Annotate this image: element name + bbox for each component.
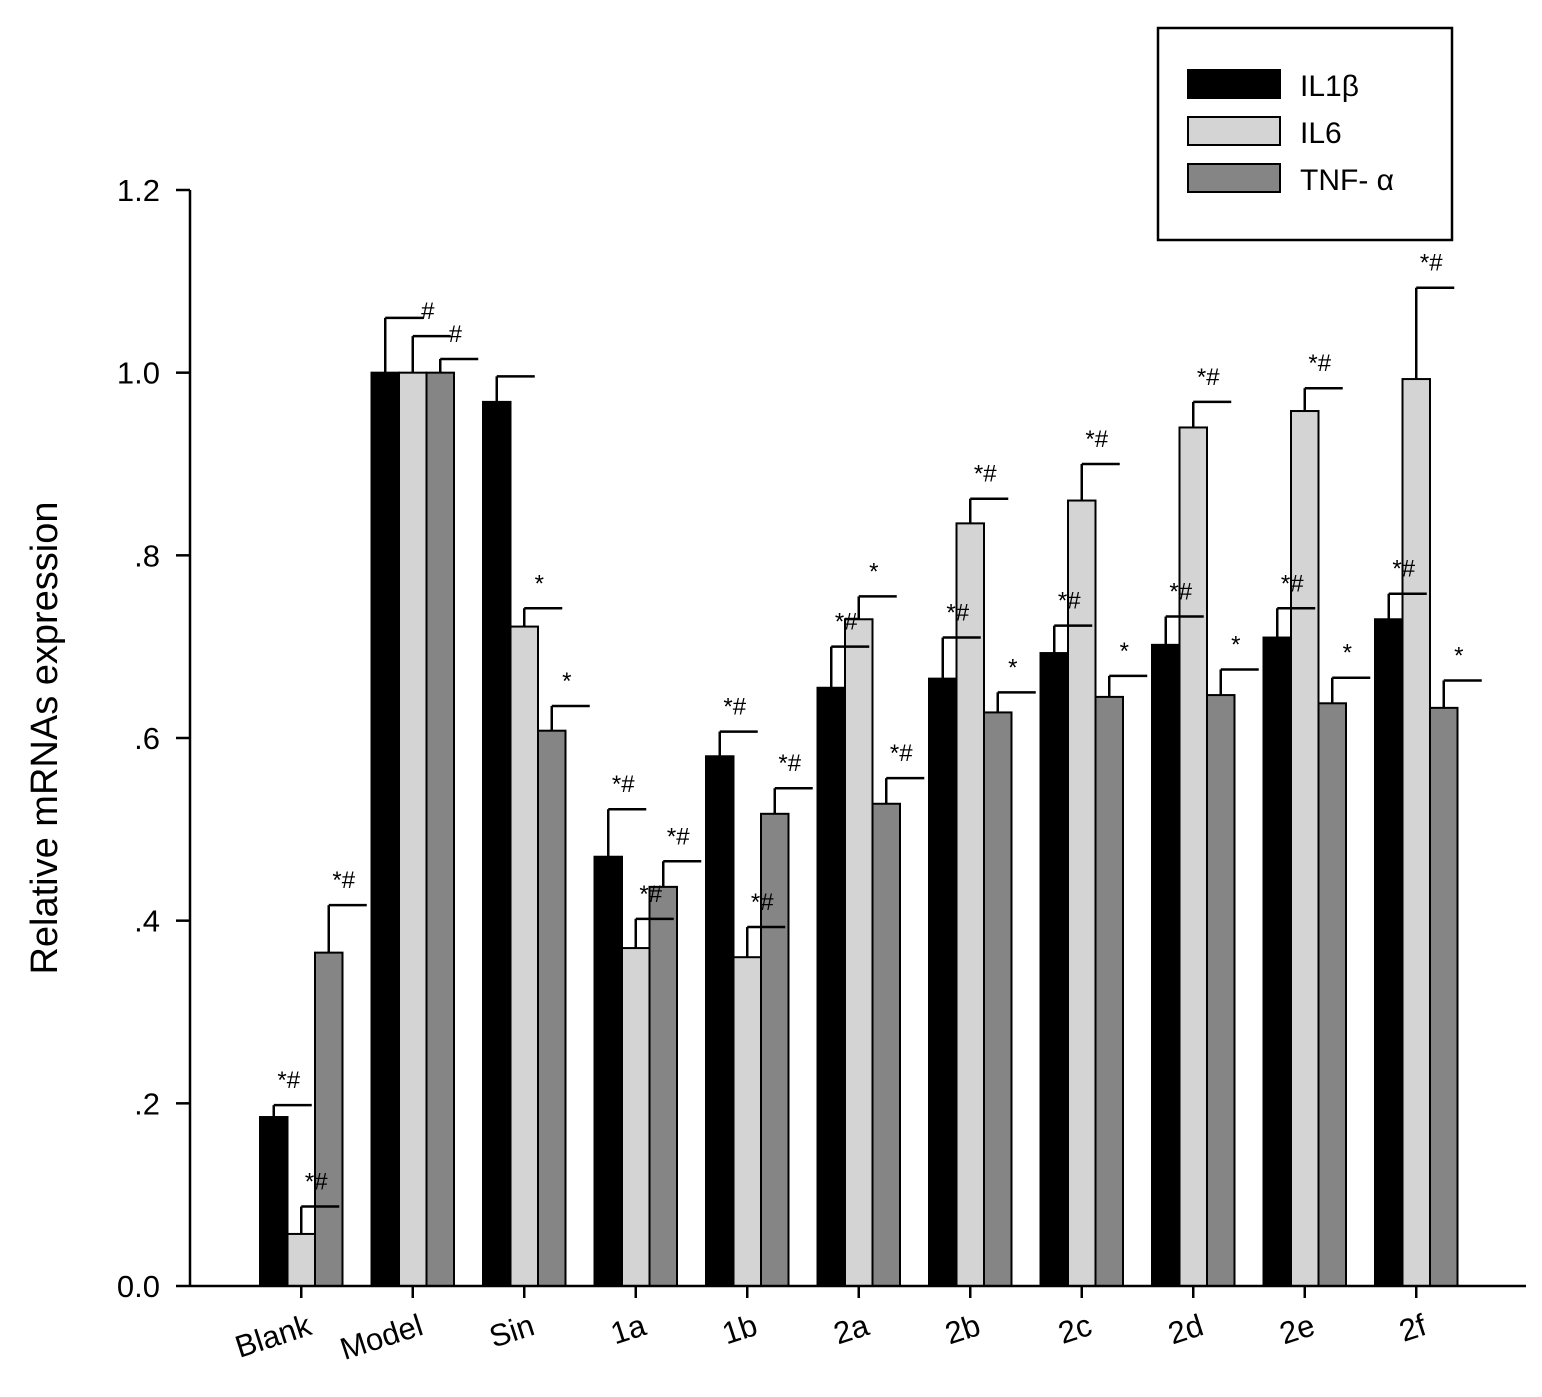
significance-layer: *# *# *# # # * * *# *# *# *# *# *# *# * *# *# *# * *# *# * *# *… — [277, 250, 1463, 1196]
bar-Model-IL1β — [370, 371, 400, 1287]
error-bars-layer — [272, 286, 1482, 1234]
significance-2d-IL1β: *# — [1169, 579, 1192, 606]
y-tick-label-0: 0.0 — [117, 1269, 160, 1304]
bar-2e-IL6 — [1290, 410, 1320, 1287]
legend-swatch-1 — [1187, 116, 1281, 146]
significance-2a-IL1β: *# — [835, 609, 858, 636]
significance-2f-IL6: *# — [1420, 250, 1443, 277]
bar-Sin-IL1β — [482, 400, 512, 1288]
significance-2b-IL1β: *# — [946, 600, 969, 627]
significance-2b-TNF- α: * — [1008, 654, 1017, 681]
significance-2b-IL6: *# — [974, 461, 997, 488]
significance-Blank-IL1β: *# — [277, 1067, 300, 1094]
x-tick-label-1b: 1b — [718, 1307, 762, 1351]
significance-Blank-TNF- α: *# — [332, 867, 355, 894]
y-tick-label-1: .2 — [134, 1086, 160, 1121]
significance-2e-IL6: *# — [1308, 350, 1331, 377]
significance-2c-IL1β: *# — [1058, 588, 1081, 615]
significance-2d-IL6: *# — [1197, 364, 1220, 391]
significance-Sin-IL6: * — [535, 570, 544, 597]
legend-label-2: TNF- α — [1300, 164, 1394, 197]
bar-2e-TNF- α — [1317, 702, 1347, 1287]
bar-2f-IL6 — [1401, 378, 1431, 1287]
x-tick-label-2e: 2e — [1275, 1307, 1319, 1351]
significance-1b-TNF- α: *# — [778, 750, 801, 777]
bar-1b-IL6 — [732, 956, 762, 1287]
y-tick-label-3: .6 — [134, 721, 160, 756]
bar-Blank-IL6 — [286, 1232, 316, 1287]
significance-Blank-IL6: *# — [305, 1169, 328, 1196]
significance-2c-IL6: *# — [1085, 426, 1108, 453]
significance-1b-IL1β: *# — [723, 694, 746, 721]
bar-1a-IL6 — [621, 947, 651, 1287]
x-tick-label-2b: 2b — [941, 1307, 985, 1351]
legend-swatch-2 — [1187, 163, 1281, 193]
bar-2c-TNF- α — [1094, 695, 1124, 1287]
bars-layer — [259, 371, 1459, 1288]
significance-1a-IL6: *# — [639, 881, 662, 908]
bar-Sin-IL6 — [509, 625, 539, 1287]
bar-Sin-TNF- α — [537, 729, 567, 1287]
bar-2b-TNF- α — [983, 711, 1013, 1287]
bar-2e-IL1β — [1262, 636, 1292, 1287]
bar-2a-IL6 — [844, 618, 874, 1287]
y-tick-label-2: .4 — [134, 904, 160, 939]
bar-2d-TNF- α — [1206, 694, 1236, 1287]
bar-2a-IL1β — [816, 686, 846, 1287]
x-tick-label-2f: 2f — [1395, 1307, 1431, 1348]
significance-1a-IL1β: *# — [612, 771, 635, 798]
x-tick-label-Blank: Blank — [231, 1307, 316, 1364]
bar-2a-TNF- α — [871, 802, 901, 1287]
y-axis-title: Relative mRNAs expression — [24, 501, 66, 974]
y-tick-label-5: 1.0 — [117, 356, 160, 391]
x-tick-label-1a: 1a — [606, 1307, 650, 1351]
significance-Sin-TNF- α: * — [562, 668, 571, 695]
significance-2d-TNF- α: * — [1231, 632, 1240, 659]
bar-2d-IL1β — [1151, 643, 1181, 1287]
y-tick-label-4: .8 — [134, 538, 160, 573]
significance-2f-TNF- α: * — [1454, 642, 1463, 669]
significance-2c-TNF- α: * — [1120, 638, 1129, 665]
significance-1b-IL6: *# — [751, 889, 774, 916]
bar-1b-IL1β — [705, 755, 735, 1287]
bar-Model-TNF- α — [425, 371, 455, 1287]
x-tick-label-Sin: Sin — [485, 1307, 538, 1354]
significance-Model-TNF- α: # — [449, 321, 463, 348]
bar-1b-TNF- α — [760, 812, 790, 1287]
legend-label-1: IL6 — [1300, 117, 1342, 150]
significance-Model-IL6: # — [421, 298, 435, 325]
significance-2e-TNF- α: * — [1343, 640, 1352, 667]
x-tick-label-2a: 2a — [829, 1307, 873, 1351]
bar-2b-IL6 — [955, 522, 985, 1287]
y-tick-label-6: 1.2 — [117, 173, 160, 208]
bar-Blank-TNF- α — [314, 951, 344, 1288]
significance-2a-IL6: * — [869, 558, 878, 585]
x-tick-label-2d: 2d — [1164, 1307, 1208, 1351]
x-ticks-layer: Blank Model Sin 1a 1b 2a 2b 2c 2d 2e 2f — [231, 1286, 1431, 1367]
bar-2c-IL6 — [1067, 499, 1097, 1287]
significance-2a-TNF- α: *# — [890, 740, 913, 767]
bar-2f-TNF- α — [1429, 706, 1459, 1287]
bar-2b-IL1β — [928, 677, 958, 1287]
bar-2f-IL1β — [1374, 618, 1404, 1287]
bar-1a-IL1β — [593, 855, 623, 1287]
bar-2d-IL6 — [1178, 426, 1208, 1287]
x-tick-label-2c: 2c — [1054, 1307, 1096, 1350]
legend-label-0: IL1β — [1300, 70, 1359, 103]
y-ticks-layer: 0.0 .2 .4 .6 .8 1.0 1.2 — [117, 173, 190, 1304]
legend: IL1β IL6 TNF- α — [1156, 26, 1454, 242]
bar-2c-IL1β — [1039, 652, 1069, 1287]
legend-swatch-0 — [1187, 69, 1281, 99]
x-tick-label-Model: Model — [336, 1307, 427, 1366]
bar-1a-TNF- α — [648, 885, 678, 1288]
bar-Blank-IL1β — [259, 1116, 289, 1287]
significance-1a-TNF- α: *# — [667, 823, 690, 850]
significance-2e-IL1β: *# — [1281, 570, 1304, 597]
bar-Model-IL6 — [398, 371, 428, 1287]
significance-2f-IL1β: *# — [1392, 556, 1415, 583]
